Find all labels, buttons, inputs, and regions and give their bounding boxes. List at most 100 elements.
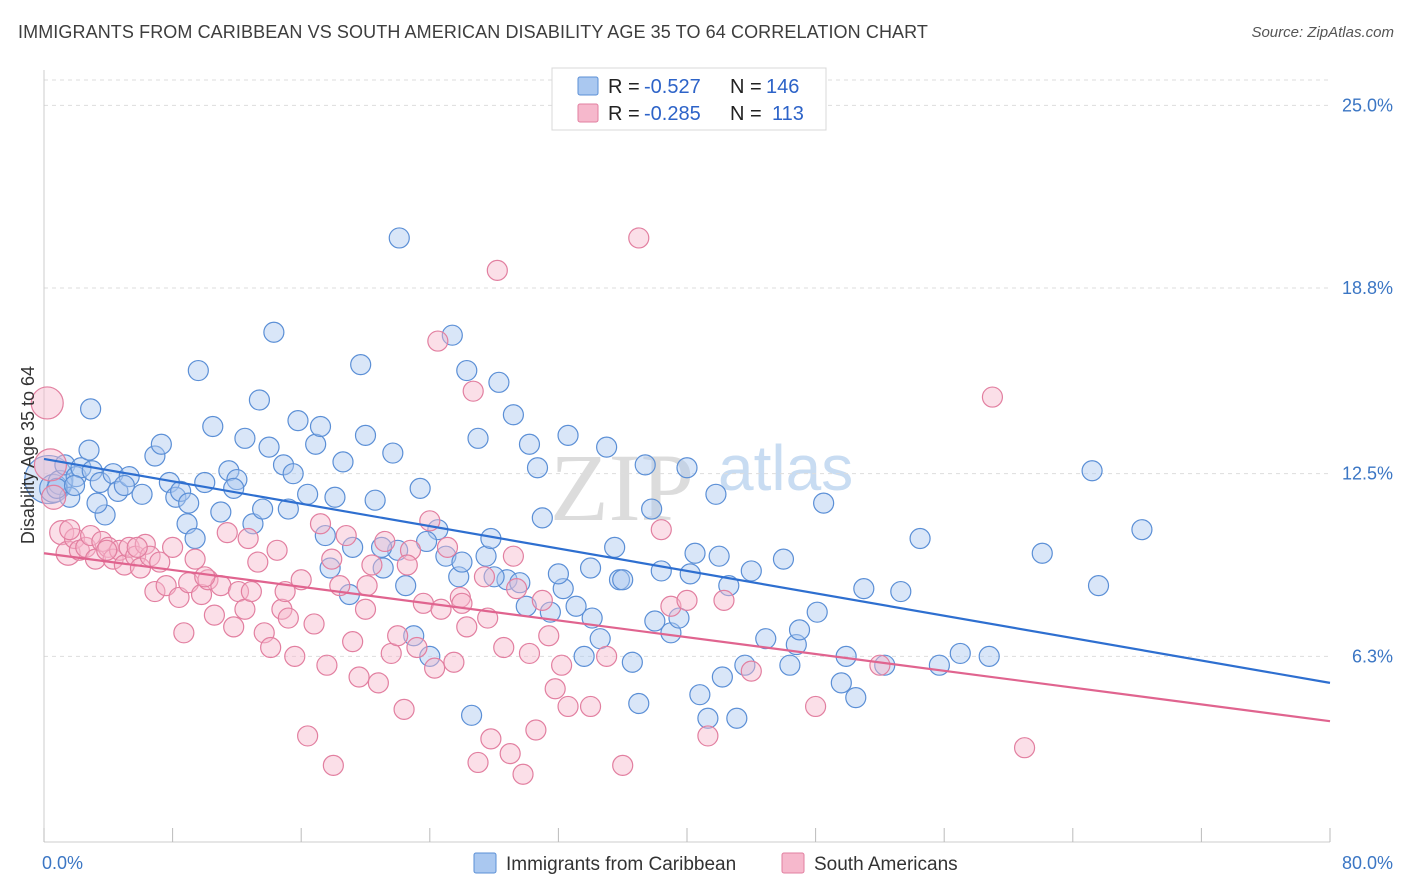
south-american-point-58 xyxy=(380,642,402,665)
caribbean-point-63 xyxy=(488,371,510,393)
caribbean-point-52 xyxy=(409,477,431,500)
caribbean-point-27 xyxy=(218,460,240,482)
trend-lines xyxy=(43,457,1331,723)
caribbean-point-7 xyxy=(78,439,100,461)
caribbean-point-100 xyxy=(806,601,828,623)
south-american-point-2 xyxy=(41,484,67,510)
watermark-atlas: atlas xyxy=(718,432,853,504)
caribbean-point-109 xyxy=(949,642,971,665)
south-american-point-92 xyxy=(660,595,682,617)
caribbean-point-83 xyxy=(641,498,663,520)
south-american-point-36 xyxy=(240,580,262,603)
south-american-point-20 xyxy=(144,580,166,603)
south-american-point-89 xyxy=(612,754,634,776)
caribbean-point-59 xyxy=(460,704,483,726)
caribbean-point-90 xyxy=(697,707,719,729)
south-american-point-81 xyxy=(525,719,547,741)
legend-swatch-south-american xyxy=(577,103,599,123)
caribbean-point-36 xyxy=(287,410,309,432)
caribbean-point-55 xyxy=(435,545,457,567)
caribbean-point-128 xyxy=(451,551,473,573)
south-american-point-48 xyxy=(316,654,338,676)
south-american-point-65 xyxy=(424,657,446,679)
south-american-point-76 xyxy=(493,636,515,659)
bottom-legend-label-caribbean: Immigrants from Caribbean xyxy=(506,854,736,875)
x-tick-label-0: 0.0% xyxy=(42,853,83,873)
legend-swatch-caribbean xyxy=(577,76,599,96)
south-american-point-86 xyxy=(557,695,579,718)
south-american-point-72 xyxy=(467,751,489,774)
caribbean-point-25 xyxy=(202,415,224,438)
south-american-point-94 xyxy=(697,725,719,747)
caribbean-point-108 xyxy=(928,654,950,676)
south-american-point-51 xyxy=(335,524,357,547)
legend-r-label-2: R = xyxy=(608,103,640,125)
south-american-point-30 xyxy=(203,604,225,626)
caribbean-point-88 xyxy=(684,542,706,564)
caribbean-point-123 xyxy=(282,463,304,485)
south-american-point-66 xyxy=(430,598,452,620)
caribbean-point-69 xyxy=(531,507,553,529)
caribbean-point-74 xyxy=(573,645,595,667)
caribbean-point-138 xyxy=(788,619,811,641)
south-american-point-27 xyxy=(184,548,206,570)
chart-title: IMMIGRANTS FROM CARIBBEAN VS SOUTH AMERI… xyxy=(18,22,929,42)
caribbean-point-82 xyxy=(634,454,656,476)
south-american-point-90 xyxy=(628,227,650,249)
south-american-point-73 xyxy=(473,566,496,588)
bottom-legend-swatch-south-american xyxy=(781,852,805,874)
south-american-point-93 xyxy=(676,589,698,611)
south-american-point-53 xyxy=(348,666,370,688)
caribbean-point-46 xyxy=(364,489,386,511)
caribbean-point-139 xyxy=(853,577,875,600)
caribbean-point-24 xyxy=(194,471,216,494)
south-american-point-78 xyxy=(506,577,528,600)
caribbean-point-16 xyxy=(144,445,166,467)
caribbean-point-77 xyxy=(596,436,618,458)
y-tick-label-0: 6.3% xyxy=(1352,646,1393,666)
caribbean-point-78 xyxy=(604,536,626,558)
y-axis-label: Disability Age 35 to 64 xyxy=(18,366,38,544)
caribbean-point-53 xyxy=(419,645,441,667)
caribbean-point-133 xyxy=(612,569,634,591)
south-american-point-91 xyxy=(650,519,672,541)
caribbean-point-22 xyxy=(184,527,206,550)
south-american-point-103 xyxy=(96,539,118,561)
south-american-point-57 xyxy=(374,530,396,553)
south-american-point-111 xyxy=(451,592,473,614)
south-american-point-87 xyxy=(579,695,602,718)
south-american-point-1 xyxy=(33,448,68,482)
south-american-point-32 xyxy=(216,522,238,544)
south-american-point-109 xyxy=(356,575,378,597)
caribbean-point-117 xyxy=(63,474,86,497)
caribbean-point-48 xyxy=(382,442,404,464)
south-american-point-83 xyxy=(538,625,560,647)
south-american-point-0 xyxy=(30,386,64,420)
caribbean-point-81 xyxy=(628,692,650,715)
legend-r-value-1: -0.527 xyxy=(644,76,701,98)
caribbean-point-107 xyxy=(909,527,931,550)
legend-n-value-1: 146 xyxy=(766,76,799,98)
caribbean-point-60 xyxy=(467,427,489,449)
south-american-point-96 xyxy=(740,660,762,682)
caribbean-point-44 xyxy=(350,354,372,376)
caribbean-point-35 xyxy=(277,498,299,520)
caribbean-point-41 xyxy=(324,486,346,508)
south-american-point-55 xyxy=(361,554,383,576)
watermark: ZIP atlas xyxy=(550,432,853,541)
south-american-point-95 xyxy=(713,589,735,611)
bottom-legend-label-south-american: South Americans xyxy=(814,854,958,875)
caribbean-point-43 xyxy=(342,536,364,558)
trend-line-south-american xyxy=(43,552,1331,723)
caribbean-point-104 xyxy=(845,687,867,709)
caribbean-point-80 xyxy=(621,651,643,673)
caribbean-point-37 xyxy=(297,483,319,505)
south-american-point-75 xyxy=(486,259,508,281)
caribbean-point-51 xyxy=(403,625,425,647)
caribbean-point-134 xyxy=(644,610,666,632)
chart-source: Source: ZipAtlas.com xyxy=(1251,24,1394,41)
caribbean-point-110 xyxy=(978,645,1000,667)
legend-r-label-1: R = xyxy=(608,76,640,98)
south-american-point-108 xyxy=(321,548,343,570)
